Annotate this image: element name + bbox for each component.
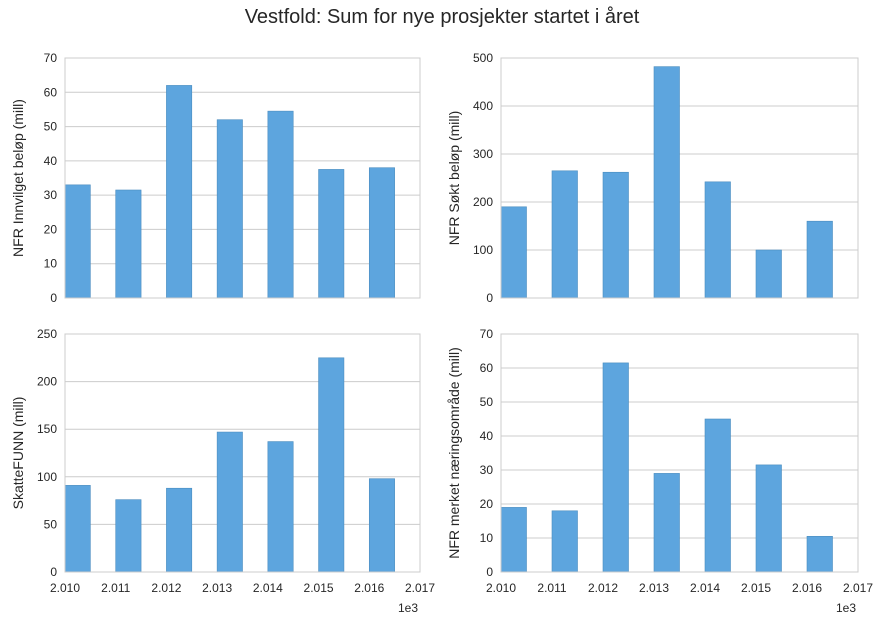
x-tick-label: 2.017 (843, 581, 873, 595)
y-tick-label: 70 (480, 327, 494, 341)
bar-2010 (500, 507, 527, 573)
y-tick-label: 70 (44, 51, 58, 65)
bar-2012 (602, 362, 629, 573)
x-tick-label: 2.014 (253, 581, 283, 595)
y-tick-label: 30 (480, 463, 494, 477)
bar-2015 (755, 249, 782, 299)
y-tick-label: 0 (50, 565, 57, 579)
x-tick-label: 2.012 (151, 581, 181, 595)
y-tick-label: 20 (44, 222, 58, 236)
bar-2011 (115, 189, 142, 299)
x-tick-label: 2.015 (304, 581, 334, 595)
y-tick-label: 40 (44, 154, 58, 168)
y-axis-label: NFR Søkt beløp (mill) (446, 111, 462, 246)
x-tick-label: 2.016 (354, 581, 384, 595)
y-tick-label: 0 (486, 565, 493, 579)
y-tick-label: 0 (50, 291, 57, 305)
bar-2014 (267, 110, 294, 299)
y-tick-label: 40 (480, 429, 494, 443)
plot-frame (64, 333, 421, 573)
bar-2013 (216, 119, 243, 299)
x-tick-label: 2.013 (202, 581, 232, 595)
plot-frame (64, 57, 421, 299)
x-tick-label: 2.011 (537, 581, 566, 595)
y-tick-label: 500 (473, 51, 493, 65)
y-tick-label: 10 (480, 531, 494, 545)
plot-frame (500, 333, 859, 573)
x-tick-label: 2.011 (101, 581, 130, 595)
y-tick-label: 50 (44, 517, 58, 531)
bar-2014 (704, 181, 731, 299)
y-tick-label: 0 (486, 291, 493, 305)
plot-frame (500, 57, 859, 299)
y-tick-label: 30 (44, 188, 58, 202)
y-tick-label: 200 (473, 195, 493, 209)
bar-2011 (551, 510, 578, 573)
x-offset-label: 1e3 (836, 601, 856, 615)
subplot-skattefunn: 0 50 100 150 200 250 2.010 2.011 2.012 2.013 2.014… (10, 327, 435, 615)
bar-2012 (166, 487, 193, 573)
y-tick-label: 250 (37, 327, 57, 341)
bar-2011 (551, 170, 578, 299)
figure-title: Vestfold: Sum for nye prosjekter startet… (244, 6, 640, 28)
y-tick-label: 50 (44, 120, 58, 134)
x-tick-label: 2.016 (792, 581, 822, 595)
y-tick-label: 60 (480, 361, 494, 375)
x-tick-label: 2.010 (50, 581, 80, 595)
y-tick-label: 60 (44, 85, 58, 99)
bar-2010 (64, 485, 91, 573)
y-tick-label: 150 (37, 422, 57, 436)
x-tick-label: 2.014 (690, 581, 720, 595)
bar-2016 (368, 478, 395, 573)
subplot-nfr-innvilget: 0 10 20 30 40 50 60 70 NFR Innvilget beløp (mill… (10, 51, 421, 305)
y-tick-label: 300 (473, 147, 493, 161)
subplot-nfr-naeringsomrade: 0 10 20 30 40 50 60 70 2.010 2.011 2.012 2.013 2.014… (446, 327, 873, 615)
x-tick-label: 2.012 (588, 581, 618, 595)
x-offset-label: 1e3 (398, 601, 418, 615)
x-tick-label: 2.013 (639, 581, 669, 595)
y-tick-label: 100 (473, 243, 493, 257)
bar-2015 (318, 169, 345, 299)
bar-2014 (267, 441, 294, 573)
bar-2012 (602, 171, 629, 299)
x-tick-label: 2.015 (741, 581, 771, 595)
x-tick-label: 2.010 (486, 581, 516, 595)
bar-2016 (806, 535, 833, 573)
bar-2014 (704, 418, 731, 573)
y-tick-label: 50 (480, 395, 494, 409)
bar-2010 (64, 184, 91, 299)
bar-2013 (216, 431, 243, 573)
bar-2015 (318, 357, 345, 573)
y-tick-label: 200 (37, 375, 57, 389)
bar-2010 (500, 206, 527, 299)
x-tick-label: 2.017 (405, 581, 435, 595)
y-tick-label: 20 (480, 497, 494, 511)
bar-2016 (368, 167, 395, 299)
bar-2013 (653, 473, 680, 573)
y-tick-label: 10 (44, 257, 58, 271)
bar-2011 (115, 499, 142, 573)
y-axis-label: SkatteFUNN (mill) (10, 397, 26, 510)
bar-2015 (755, 464, 782, 573)
bar-2013 (653, 66, 680, 299)
y-axis-label: NFR Innvilget beløp (mill) (10, 99, 26, 257)
y-axis-label: NFR merket næringsområde (mill) (446, 347, 462, 559)
subplot-nfr-sokt: 0 100 200 300 400 500 NFR Søkt beløp (mill) (446, 51, 859, 305)
y-tick-label: 100 (37, 470, 57, 484)
y-tick-label: 400 (473, 99, 493, 113)
bar-2016 (806, 220, 833, 299)
bar-2012 (166, 85, 193, 299)
